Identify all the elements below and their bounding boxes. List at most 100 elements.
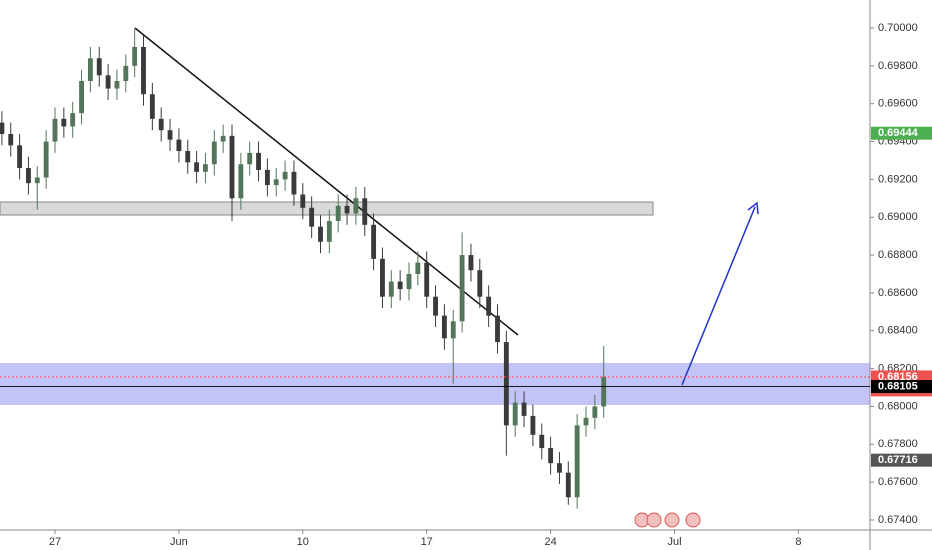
candle-body	[17, 145, 23, 169]
candle-body	[583, 417, 589, 426]
candle-body	[318, 226, 323, 242]
arrow-head	[747, 201, 759, 215]
candle-body	[167, 130, 173, 140]
candle-body	[565, 472, 571, 498]
x-tick-label: 17	[421, 536, 433, 548]
candle-body	[495, 315, 500, 343]
candle-body	[415, 262, 421, 274]
price-label: 0.69444	[878, 127, 919, 139]
y-tick-label: 0.67800	[878, 438, 918, 450]
candle-body	[291, 171, 297, 195]
x-tick-label: 10	[297, 536, 309, 548]
candle-body	[149, 94, 155, 119]
candle-body	[238, 164, 244, 199]
plot	[0, 28, 607, 509]
y-tick-label: 0.68800	[878, 249, 918, 261]
candle-body	[247, 152, 253, 165]
candle-body	[220, 135, 226, 142]
event-icon	[664, 512, 680, 528]
event-icon	[685, 512, 701, 528]
candle-body	[70, 113, 76, 127]
candle-body	[388, 281, 394, 297]
candle-body	[105, 75, 111, 89]
y-tick-label: 0.69600	[878, 98, 918, 110]
price-label: 0.67716	[878, 454, 918, 466]
candle-body	[309, 207, 315, 227]
support-zone	[0, 363, 870, 405]
candle-body	[282, 171, 288, 180]
candle-body	[459, 255, 465, 322]
candle-body	[362, 198, 368, 225]
candle-body	[96, 58, 102, 76]
candle-body	[539, 434, 545, 449]
candle-body	[424, 262, 430, 297]
candle-body	[557, 463, 562, 473]
candle-body	[52, 118, 58, 142]
candle-body	[406, 273, 412, 290]
candle-body	[530, 415, 536, 435]
x-tick-label: 8	[795, 536, 801, 548]
candle-body	[601, 376, 607, 407]
candle-body	[521, 402, 527, 416]
candle-body	[0, 122, 5, 134]
resistance-zone	[0, 201, 654, 216]
price-label-box	[871, 380, 932, 394]
candle-body	[468, 255, 474, 271]
candle-body	[194, 162, 200, 172]
candle-body	[441, 315, 447, 339]
candle-body	[592, 406, 598, 418]
candle-body	[158, 118, 164, 131]
y-tick-label: 0.69000	[878, 211, 918, 223]
candle-body	[176, 139, 182, 151]
event-icons	[634, 512, 701, 528]
candle-body	[486, 296, 492, 316]
price-label-box	[871, 453, 932, 467]
candle-body	[132, 46, 138, 66]
price-label: 0.68156	[878, 371, 918, 383]
candle-body	[87, 58, 93, 81]
candle-body	[548, 448, 554, 464]
y-tick-label: 0.67600	[878, 476, 918, 488]
candle-body	[26, 168, 31, 184]
candle-body	[450, 321, 456, 339]
candle-body	[79, 80, 84, 114]
candle-body	[203, 164, 208, 172]
candle-body	[344, 205, 350, 214]
candle-body	[335, 205, 341, 222]
projection-arrow	[681, 206, 756, 386]
y-tick-label: 0.69800	[878, 60, 918, 72]
x-tick-label: Jun	[170, 536, 188, 548]
y-tick-label: 0.68600	[878, 287, 918, 299]
candle-body	[229, 135, 235, 199]
candle-body	[43, 141, 49, 178]
y-tick-label: 0.70000	[878, 22, 918, 34]
x-tick-label: Jul	[667, 536, 681, 548]
candle-body	[503, 342, 509, 426]
candle-body	[264, 169, 270, 186]
candle-body	[34, 177, 40, 184]
candle-body	[141, 46, 146, 95]
candle-body	[477, 270, 483, 297]
x-tick-label: 24	[544, 536, 556, 548]
candle-body	[397, 281, 403, 290]
candle-body	[114, 80, 120, 89]
candle-body	[273, 179, 279, 186]
candle-body	[380, 258, 385, 297]
candle-body	[8, 133, 14, 146]
y-tick-label: 0.67400	[878, 514, 918, 526]
candle-body	[185, 150, 191, 163]
candle-body	[61, 118, 67, 127]
trend-line	[134, 27, 519, 336]
candle-body	[211, 141, 217, 165]
y-tick-label: 0.69200	[878, 173, 918, 185]
candle-body	[433, 296, 438, 316]
candle-body	[123, 65, 129, 81]
candle-body	[574, 425, 580, 498]
y-tick-label: 0.68000	[878, 400, 918, 412]
price-label-box	[871, 126, 932, 140]
candle-body	[326, 221, 332, 242]
y-tick-label: 0.68400	[878, 325, 918, 337]
candle-body	[353, 198, 359, 214]
candle-body	[300, 194, 306, 208]
